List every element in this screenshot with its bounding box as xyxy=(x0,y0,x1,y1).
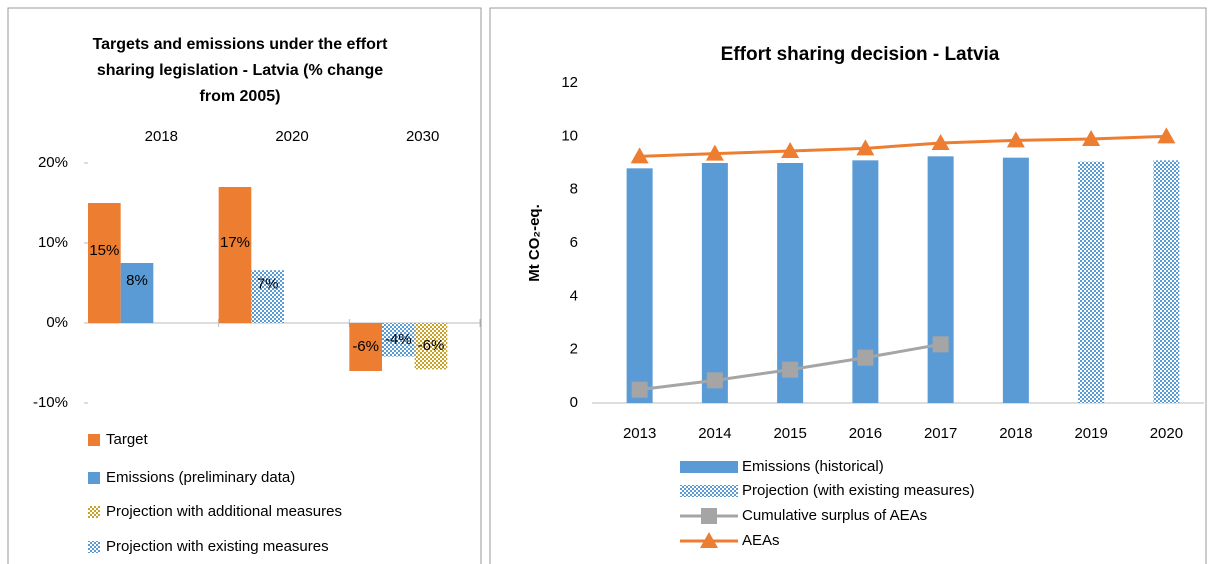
bar xyxy=(1002,157,1029,403)
legend-swatch xyxy=(680,461,738,473)
bar xyxy=(701,163,728,403)
data-label: 8% xyxy=(126,272,148,289)
bar xyxy=(626,168,653,403)
panel-frame xyxy=(7,7,482,564)
x-tick-label: 2015 xyxy=(773,425,806,442)
y-tick-label: 4 xyxy=(570,287,578,304)
bar xyxy=(251,270,284,323)
bar xyxy=(382,323,415,357)
bar xyxy=(1153,160,1180,403)
y-tick-label: 10 xyxy=(561,127,578,144)
line-marker xyxy=(705,144,724,161)
bar xyxy=(927,156,954,403)
x-tick-label: 2020 xyxy=(1150,425,1183,442)
x-tick-label: 2014 xyxy=(698,425,731,442)
y-tick-label: 2 xyxy=(570,341,578,358)
legend-label: AEAs xyxy=(742,532,780,549)
y-tick-label: 8 xyxy=(570,181,578,198)
line xyxy=(639,134,1167,158)
line-marker xyxy=(700,532,718,548)
legend-label: Projection with additional measures xyxy=(106,503,342,520)
bar xyxy=(414,323,448,370)
x-tick-label: 2017 xyxy=(924,425,957,442)
line-marker xyxy=(782,361,799,378)
line-marker xyxy=(631,381,648,398)
chart-title: Effort sharing decision - Latvia xyxy=(721,44,1000,65)
x-tick-label: 2019 xyxy=(1074,425,1107,442)
x-tick-label: 2013 xyxy=(623,425,656,442)
data-label: -6% xyxy=(352,338,379,355)
data-label: 7% xyxy=(257,276,279,293)
data-label: -4% xyxy=(385,331,412,348)
x-tick-label: 2020 xyxy=(275,128,308,145)
y-tick-label: 0 xyxy=(570,394,578,411)
line-marker xyxy=(1006,131,1025,148)
data-label: 15% xyxy=(89,242,119,259)
line-marker xyxy=(856,139,875,156)
bar xyxy=(120,263,154,323)
line-marker xyxy=(857,349,874,366)
legend-label: Projection (with existing measures) xyxy=(742,482,975,499)
panel-frame xyxy=(489,7,1207,564)
legend-label: Cumulative surplus of AEAs xyxy=(742,507,927,524)
line-marker xyxy=(1157,127,1176,144)
y-tick-label: -10% xyxy=(33,394,68,411)
data-label: -6% xyxy=(418,337,445,354)
bar xyxy=(218,187,252,323)
x-tick-label: 2018 xyxy=(145,128,178,145)
line-marker xyxy=(931,134,950,150)
bar xyxy=(349,323,382,371)
line-marker xyxy=(1082,130,1101,146)
data-label: 17% xyxy=(220,234,250,251)
y-tick-label: 0% xyxy=(46,314,68,331)
y-axis-label: Mt CO₂-eq. xyxy=(526,204,543,282)
legend-swatch xyxy=(88,434,100,446)
line-marker xyxy=(706,372,723,389)
line-marker xyxy=(630,147,649,164)
bar xyxy=(1078,161,1105,403)
legend-swatch xyxy=(680,485,738,497)
legend-label: Projection with existing measures xyxy=(106,538,329,555)
legend-label: Target xyxy=(106,431,149,448)
y-tick-label: 6 xyxy=(570,234,578,251)
legend-label: Emissions (preliminary data) xyxy=(106,469,295,486)
line-marker xyxy=(701,508,717,524)
bar xyxy=(852,160,879,403)
y-tick-label: 20% xyxy=(38,154,68,171)
x-tick-label: 2030 xyxy=(406,128,439,145)
line-marker xyxy=(781,142,800,158)
y-tick-label: 10% xyxy=(38,234,68,251)
legend-label: Emissions (historical) xyxy=(742,458,884,475)
x-tick-label: 2018 xyxy=(999,425,1032,442)
legend-swatch xyxy=(88,472,100,484)
legend-swatch xyxy=(88,541,100,553)
line-marker xyxy=(932,336,949,353)
chart-title: Targets and emissions under the effort sh… xyxy=(93,36,389,105)
legend-swatch xyxy=(88,506,100,518)
y-tick-label: 12 xyxy=(561,74,578,91)
x-tick-label: 2016 xyxy=(849,425,882,442)
bar xyxy=(88,203,121,323)
